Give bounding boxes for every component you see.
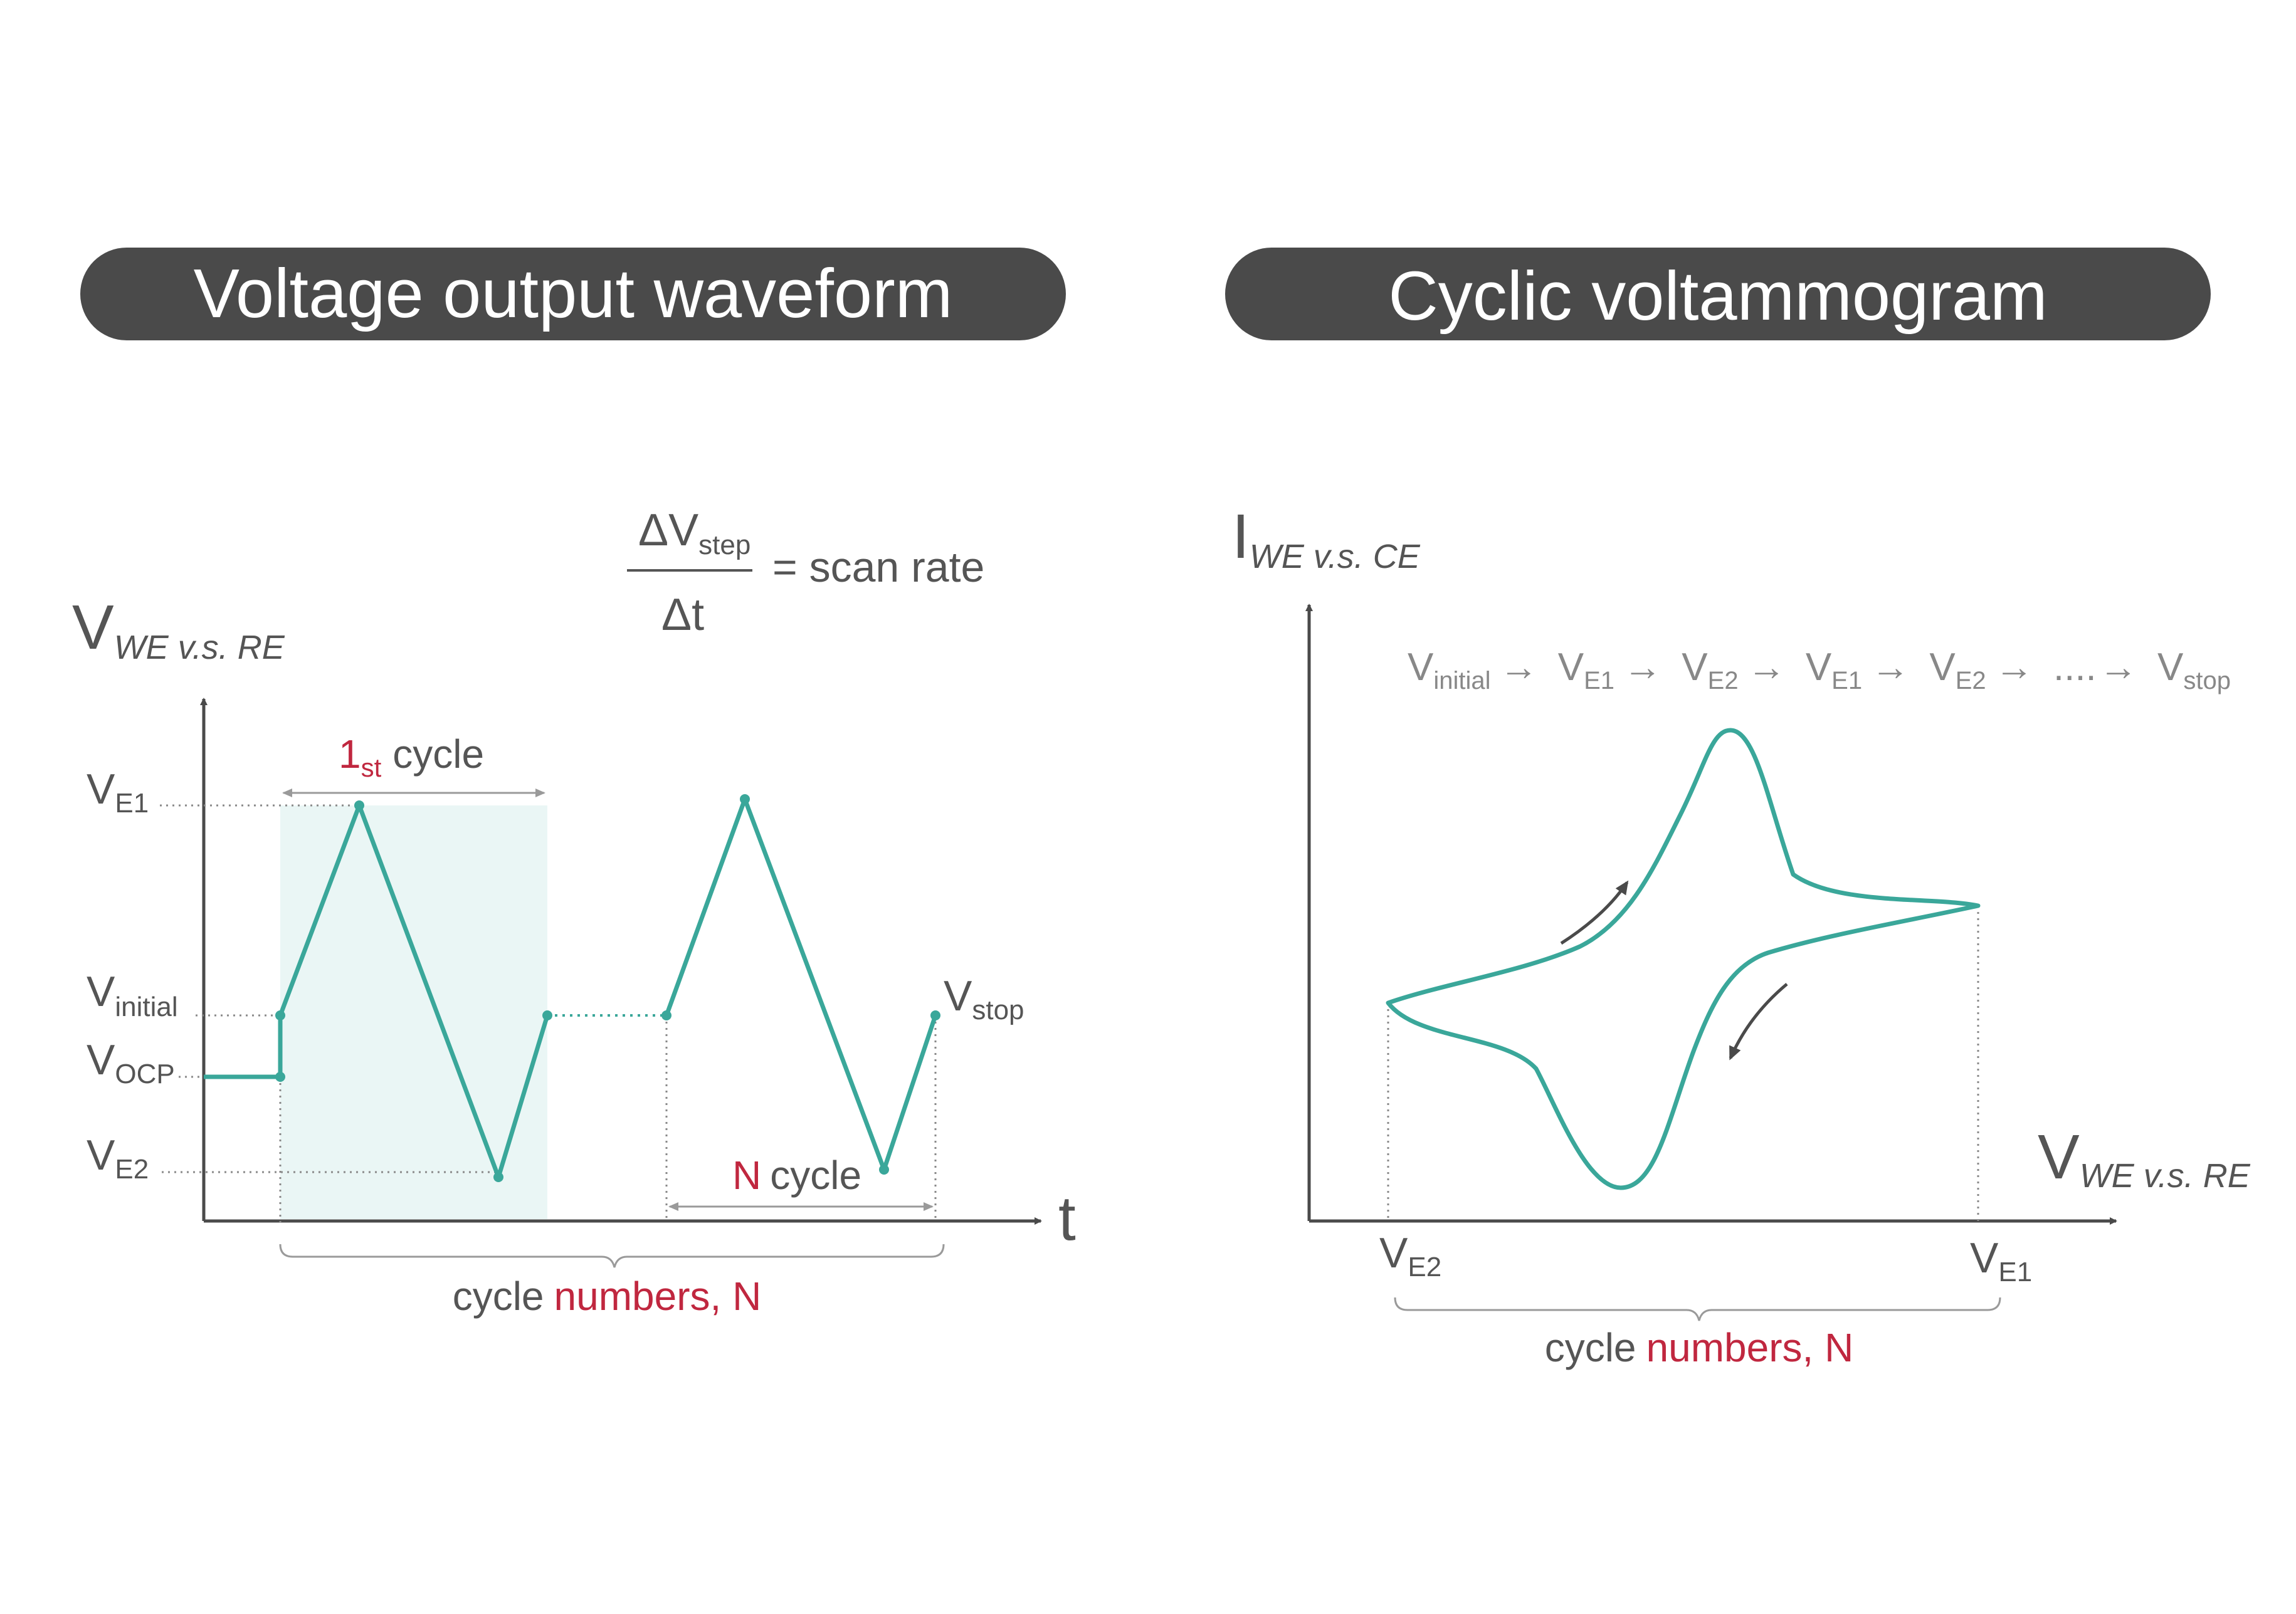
ve2-label: VE2 — [87, 1131, 149, 1185]
vinitial-label: Vinitial — [87, 968, 178, 1022]
left-cycle-brace — [279, 1244, 945, 1268]
vertex-ve2-n — [879, 1165, 889, 1175]
vertex-stop — [930, 1010, 940, 1020]
right-panel: Cyclic voltammogram IWE v.s. CE VWE v.s.… — [1225, 248, 2251, 1370]
voltage-waveform-n-cycle — [664, 797, 938, 1172]
waveform-vertices — [275, 794, 940, 1182]
left-panel: Voltage output waveform ΔVstep Δt = scan… — [72, 248, 1076, 1319]
left-cycle-numbers-caption: cycle numbers, N — [453, 1274, 762, 1319]
first-cycle-label: 1st cycle — [339, 731, 484, 782]
vertex-ve1-first — [354, 800, 364, 810]
ve1-label: VE1 — [87, 765, 149, 819]
vertex-ve1-n — [740, 794, 750, 804]
voltammogram-curve — [1386, 728, 1981, 1190]
potential-sequence: Vinitial → VE1 → VE2 → VE1 → VE2 → ....→ Vsto… — [1408, 646, 2231, 694]
scan-rate-label: = scan rate — [772, 543, 984, 591]
delta-t: Δt — [661, 590, 704, 640]
delta-v-sub: step — [698, 530, 750, 560]
reverse-scan-arrow — [1729, 983, 1788, 1061]
left-title: Voltage output waveform — [194, 255, 953, 332]
right-title: Cyclic voltammogram — [1388, 258, 2047, 335]
vertex-n-start — [661, 1010, 671, 1020]
seq-v-initial: V — [1408, 646, 1434, 689]
cv-dotted-guides — [1387, 906, 1979, 1221]
scan-rate-formula: ΔVstep Δt = scan rate — [627, 505, 984, 640]
right-ve1-label: VE1 — [1970, 1234, 2032, 1287]
vocp-label: VOCP — [87, 1036, 175, 1089]
right-cycle-numbers-caption: cycle numbers, N — [1545, 1325, 1854, 1370]
right-ve2-label: VE2 — [1379, 1229, 1441, 1282]
vertex-ocp-step — [275, 1072, 285, 1082]
left-y-axis-label: VWE v.s. RE — [72, 592, 285, 666]
dotted-guides — [160, 804, 937, 1222]
left-x-axis-label: t — [1058, 1183, 1076, 1254]
voltage-waveform-first-part — [204, 803, 550, 1180]
vertex-ve2-first — [493, 1172, 503, 1182]
svg-text:ΔVstep: ΔVstep — [638, 505, 750, 560]
vstop-label: Vstop — [944, 972, 1024, 1025]
right-title-bar — [1225, 248, 2211, 340]
delta-v: ΔV — [638, 505, 698, 555]
vertex-cycle-end — [542, 1010, 552, 1020]
forward-scan-arrow — [1560, 880, 1629, 945]
right-x-axis-label: VWE v.s. RE — [2038, 1122, 2251, 1195]
vertex-initial — [275, 1010, 285, 1020]
right-y-axis-label: IWE v.s. CE — [1232, 501, 1421, 575]
first-cycle-shade — [280, 805, 547, 1219]
right-cycle-brace — [1394, 1297, 2001, 1321]
left-title-bar — [80, 248, 1066, 340]
